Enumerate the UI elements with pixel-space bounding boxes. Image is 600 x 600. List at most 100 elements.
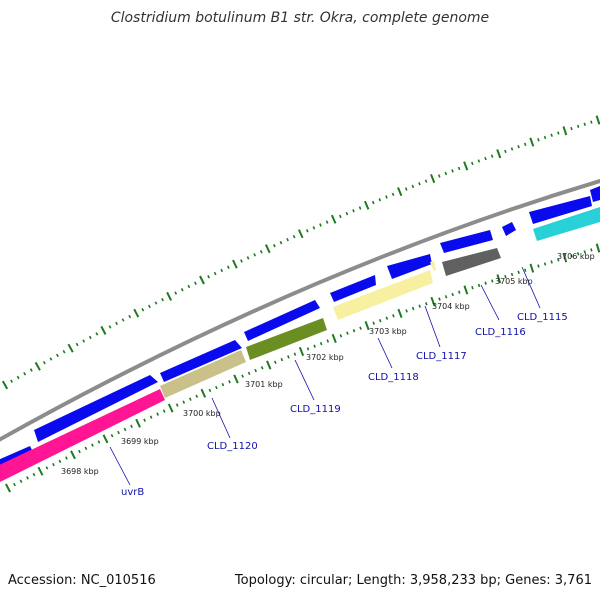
tick-mark (233, 374, 239, 384)
gene-label-cld-1116: CLD_1116 (475, 327, 526, 338)
tick-mark (266, 360, 272, 370)
gene-label-cld-1120: CLD_1120 (207, 441, 258, 452)
tick-mark (200, 388, 207, 398)
tick-mark (162, 409, 166, 413)
tick-mark (293, 352, 297, 356)
cds-arrow (387, 254, 432, 279)
tick-mark (232, 259, 238, 269)
label-line-cld-1115 (521, 266, 541, 309)
tick-mark (1, 380, 9, 390)
tick-mark (411, 306, 415, 311)
tick-mark (91, 443, 94, 447)
tick-mark (123, 427, 127, 432)
tick-mark (241, 374, 244, 378)
tick-mark (273, 243, 276, 248)
scale-label-3700: 3700 kbp (183, 409, 221, 418)
tick-mark (130, 424, 133, 429)
gene-cld-1119 (246, 318, 327, 360)
tick-mark (550, 133, 553, 137)
tick-mark (13, 482, 16, 487)
inner-tick-ring (5, 243, 600, 493)
tick-mark (147, 304, 151, 309)
tick-mark (590, 248, 593, 252)
tick-mark (358, 206, 362, 210)
tick-mark (458, 290, 461, 294)
tick-mark (397, 187, 403, 197)
tick-mark (75, 342, 79, 347)
tick-mark (187, 284, 191, 289)
label-line-cld-1116 (480, 284, 500, 321)
tick-mark (562, 253, 568, 263)
tick-mark (517, 270, 520, 275)
label-line-cld-1119 (294, 359, 315, 401)
tick-mark (583, 122, 586, 126)
tick-mark (385, 195, 388, 199)
tick-mark (510, 272, 514, 277)
tick-mark (496, 274, 502, 284)
tick-mark (331, 333, 337, 343)
tick-mark (135, 418, 141, 428)
label-line-uvrB (109, 446, 131, 486)
tick-mark (108, 325, 112, 329)
tick-mark (339, 334, 343, 338)
tick-mark (117, 430, 120, 435)
gene-label-lines (109, 266, 541, 486)
tick-mark (78, 449, 81, 454)
tick-mark (188, 397, 192, 401)
tick-mark (194, 281, 197, 285)
tick-mark (504, 149, 507, 154)
tick-mark (5, 483, 11, 493)
tick-mark (97, 440, 101, 444)
tick-mark (298, 346, 305, 357)
tick-mark (280, 357, 284, 362)
tick-mark (444, 295, 448, 299)
tick-mark (32, 472, 36, 477)
tick-mark (215, 385, 218, 390)
gene-cld-1115 (533, 207, 600, 241)
tick-mark (110, 433, 114, 438)
tick-mark (102, 434, 109, 444)
tick-mark (338, 214, 342, 219)
gene-cld-1117 (430, 261, 436, 271)
tick-mark (23, 372, 27, 376)
cds-arrow (502, 222, 516, 236)
tick-mark (430, 174, 436, 184)
tick-mark (325, 220, 329, 224)
tick-mark (254, 368, 257, 373)
outer-tick-ring (1, 115, 600, 390)
tick-mark (16, 375, 20, 380)
tick-mark (133, 308, 140, 318)
tick-mark (430, 296, 436, 307)
scale-label-3703: 3703 kbp (369, 327, 407, 336)
tick-mark (306, 347, 310, 351)
tick-mark (58, 459, 62, 464)
gene-cld-1118 (333, 270, 433, 320)
tick-mark (273, 360, 277, 365)
genome-title: Clostridium botulinum B1 str. Okra, comp… (110, 10, 490, 26)
tick-mark (484, 281, 487, 285)
tick-mark (305, 229, 309, 233)
gene-uvrB (0, 389, 165, 482)
tick-mark (259, 250, 263, 254)
tick-mark (175, 403, 179, 407)
tick-mark (543, 135, 547, 140)
tick-mark (143, 418, 146, 422)
tick-mark (523, 142, 527, 147)
tick-mark (477, 159, 481, 163)
tick-mark (372, 321, 375, 325)
tick-mark (52, 462, 55, 467)
gene-label-uvrB: uvrB (121, 487, 144, 498)
topology-label: Topology: circular; Length: 3,958,233 bp… (234, 573, 592, 588)
tick-mark (451, 169, 454, 173)
tick-mark (517, 145, 520, 149)
tick-mark (34, 361, 41, 371)
tick-mark (570, 254, 573, 258)
scale-label-3705: 3705 kbp (495, 277, 533, 286)
tick-mark (363, 200, 370, 210)
tick-mark (149, 415, 153, 419)
tick-mark (264, 244, 271, 254)
tick-mark (260, 366, 264, 370)
tick-mark (471, 161, 474, 166)
tick-mark (128, 314, 132, 319)
